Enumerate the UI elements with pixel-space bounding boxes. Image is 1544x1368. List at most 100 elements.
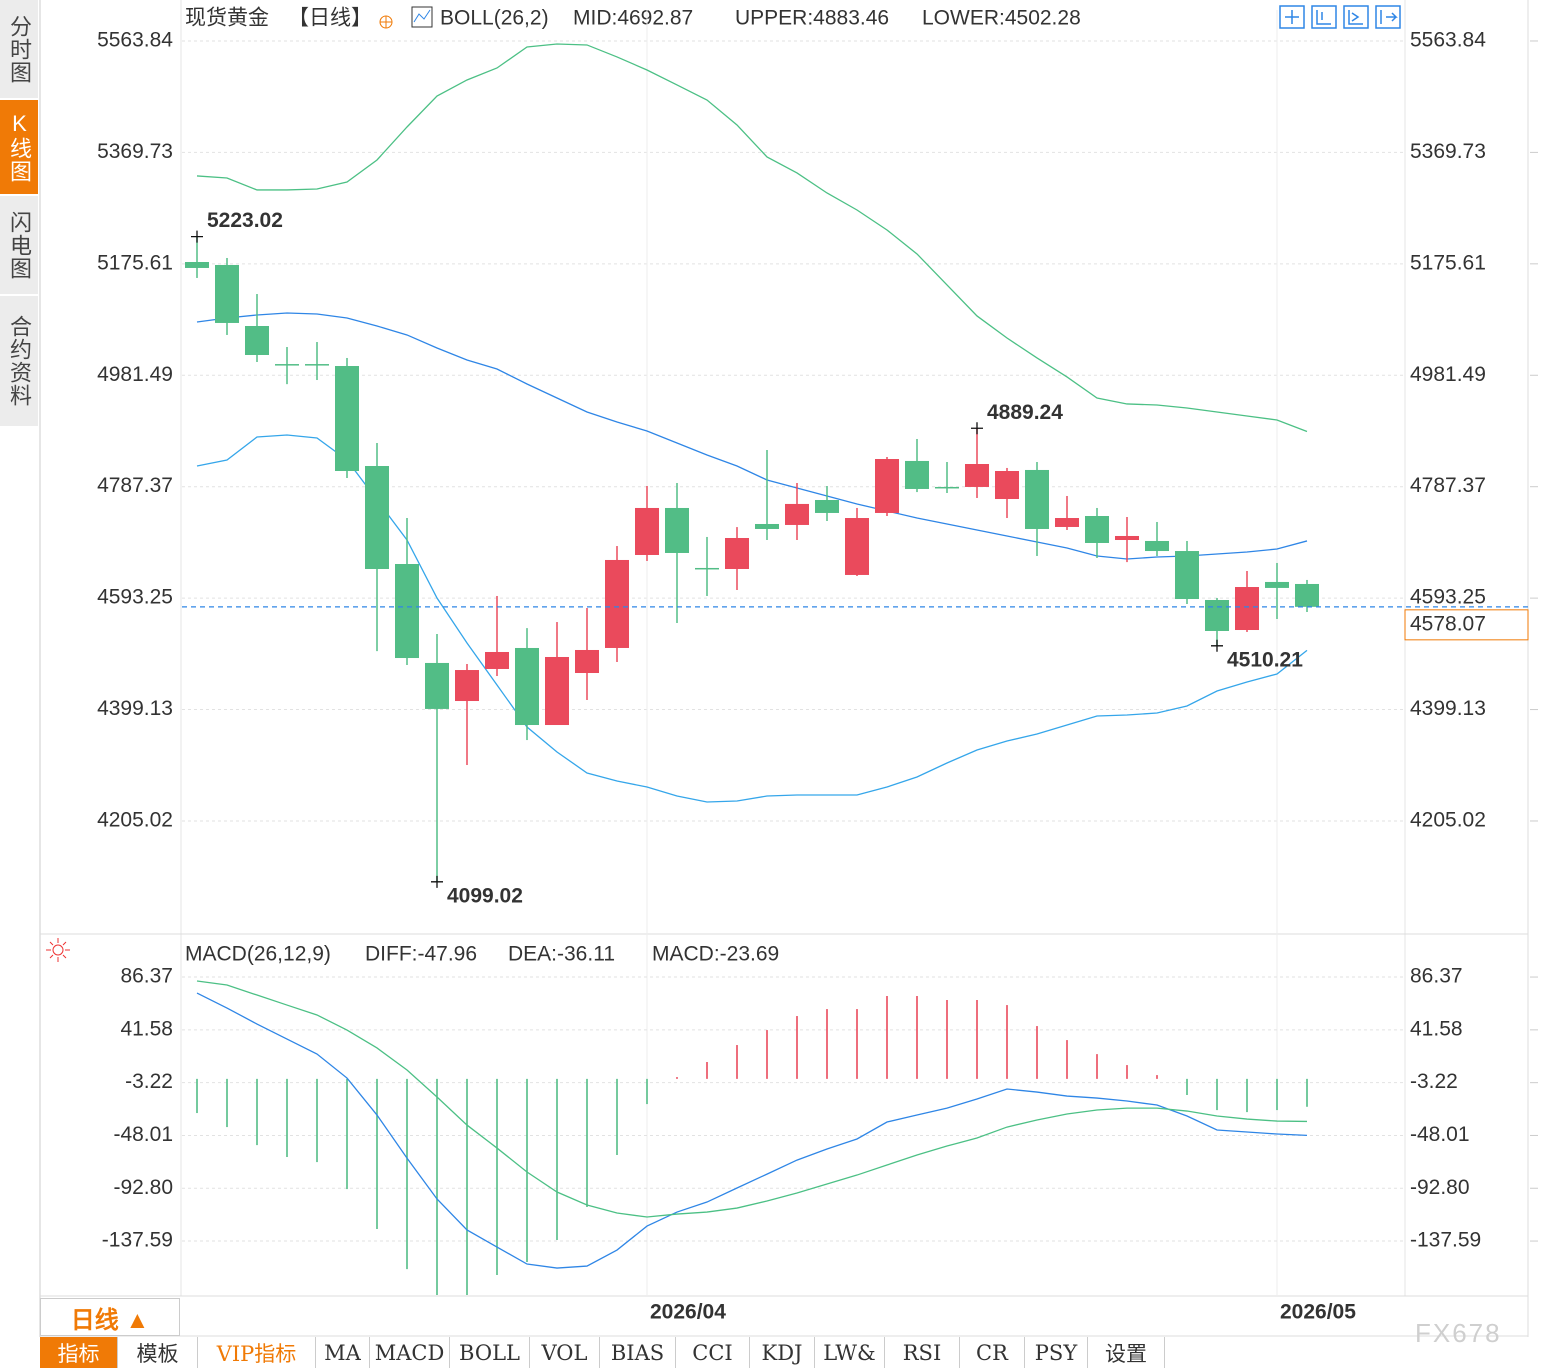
candle-body xyxy=(665,507,689,553)
extreme-label: 4510.21 xyxy=(1227,648,1303,671)
tab[interactable]: CR xyxy=(960,1337,1025,1368)
candle-body xyxy=(965,464,989,487)
candle-body xyxy=(425,662,449,709)
candle-body xyxy=(1145,540,1169,552)
candle-body xyxy=(1265,581,1289,588)
tab[interactable]: MACD xyxy=(370,1337,450,1368)
candle-body xyxy=(215,264,239,323)
candle-body xyxy=(1025,469,1049,529)
y-tick-label: 86.37 xyxy=(120,965,173,988)
tab[interactable]: VOL xyxy=(530,1337,600,1368)
candle-body xyxy=(455,670,479,702)
candle-body xyxy=(1115,535,1139,541)
legend-entry: MACD:-23.69 xyxy=(652,943,779,966)
y-tick-label-right: 4205.02 xyxy=(1410,809,1486,832)
legend-entry: DEA:-36.11 xyxy=(508,943,615,966)
tab[interactable]: 模板 xyxy=(118,1337,198,1368)
y-tick-label-right: -137.59 xyxy=(1410,1229,1481,1252)
header-indicator: BOLL(26,2) xyxy=(440,7,549,30)
tab[interactable]: BOLL xyxy=(450,1337,530,1368)
y-tick-label-right: 41.58 xyxy=(1410,1017,1463,1040)
y-tick-label-right: -3.22 xyxy=(1410,1070,1458,1093)
y-tick-label: 4593.25 xyxy=(97,586,173,609)
header-title: MACD(26,12,9) xyxy=(185,943,331,966)
candle-body xyxy=(905,460,929,489)
tab[interactable]: CCI xyxy=(676,1337,750,1368)
tab[interactable]: MA xyxy=(316,1337,370,1368)
sidebar-tab[interactable]: 分时图 xyxy=(0,0,38,100)
y-tick-label: 41.58 xyxy=(120,1017,173,1040)
candle-body xyxy=(395,563,419,659)
candle-body xyxy=(875,459,899,513)
watermark: FX678 xyxy=(1415,1318,1502,1348)
y-tick-label: 5369.73 xyxy=(97,140,173,163)
tab[interactable]: BIAS xyxy=(600,1337,676,1368)
period-button[interactable]: 日线 ▲ xyxy=(40,1298,180,1336)
indicator-line xyxy=(196,312,1308,560)
tab[interactable]: KDJ xyxy=(750,1337,815,1368)
candle-body xyxy=(365,466,389,569)
y-tick-label-right: 4399.13 xyxy=(1410,697,1486,720)
candle-body xyxy=(845,518,869,575)
y-tick-label-right: 4787.37 xyxy=(1410,474,1486,497)
tab[interactable]: 指标 xyxy=(40,1337,118,1368)
extreme-marker xyxy=(431,875,443,888)
candle-body xyxy=(485,651,509,669)
y-tick-label-right: -48.01 xyxy=(1410,1123,1470,1146)
y-tick-label-right: 5563.84 xyxy=(1410,29,1486,52)
candle-body xyxy=(605,559,629,648)
y-tick-label: -3.22 xyxy=(125,1070,173,1093)
candle-body xyxy=(1295,583,1319,607)
indicator-line xyxy=(196,992,1308,1269)
legend-entry: LOWER:4502.28 xyxy=(922,7,1081,30)
y-tick-label: -92.80 xyxy=(113,1176,173,1199)
legend-entry: UPPER:4883.46 xyxy=(735,7,889,30)
y-tick-label-right: 4593.25 xyxy=(1410,586,1486,609)
candle-body xyxy=(755,523,779,529)
tab[interactable]: VIP指标 xyxy=(198,1337,316,1368)
toolbar-icons[interactable] xyxy=(1279,5,1401,29)
candle-body xyxy=(185,261,209,268)
tab[interactable]: LW& xyxy=(815,1337,885,1368)
legend-entry: MID:4692.87 xyxy=(573,7,693,30)
candle-body xyxy=(695,567,719,570)
header-title: 现货黄金 xyxy=(185,7,269,30)
y-tick-label-right: 5175.61 xyxy=(1410,251,1486,274)
candle-body xyxy=(305,364,329,366)
candle-body xyxy=(1235,587,1259,631)
sidebar-tab[interactable]: 合约资料 xyxy=(0,296,38,428)
sidebar-tab[interactable]: 闪电图 xyxy=(0,196,38,296)
y-tick-label-right: 5369.73 xyxy=(1410,140,1486,163)
y-tick-label-right: 86.37 xyxy=(1410,965,1463,988)
tab[interactable]: PSY xyxy=(1025,1337,1088,1368)
y-tick-label: 4981.49 xyxy=(97,363,173,386)
y-tick-label: -137.59 xyxy=(102,1229,173,1252)
extreme-marker xyxy=(1211,639,1223,652)
indicator-line xyxy=(196,980,1308,1218)
candle-body xyxy=(515,647,539,726)
candle-body xyxy=(1175,551,1199,600)
header-subtitle: 【日线】 xyxy=(288,7,372,30)
indicator-line xyxy=(196,434,1308,803)
x-tick-label: 2026/05 xyxy=(1280,1301,1356,1324)
tab-bar: 指标 模板 VIP指标 MA MACD BOLL VOL BIAS CCI KDJ LW& RSI CR… xyxy=(40,1337,1165,1368)
y-tick-label: 4787.37 xyxy=(97,474,173,497)
y-tick-label-right: -92.80 xyxy=(1410,1176,1470,1199)
sidebar-tab[interactable]: K线图 xyxy=(0,100,38,196)
candle-body xyxy=(275,364,299,366)
x-tick-label: 2026/04 xyxy=(650,1301,726,1324)
candle-body xyxy=(935,486,959,489)
boll-icon xyxy=(379,6,433,29)
candle-body xyxy=(245,326,269,355)
y-tick-label: 5563.84 xyxy=(97,29,173,52)
candle-body xyxy=(995,471,1019,500)
tab[interactable]: RSI xyxy=(885,1337,960,1368)
candle-body xyxy=(815,499,839,513)
tab[interactable]: 设置 xyxy=(1088,1337,1165,1368)
y-tick-label: 4205.02 xyxy=(97,809,173,832)
candle-body xyxy=(545,656,569,726)
extreme-label: 4889.24 xyxy=(987,401,1063,424)
candle-body xyxy=(575,649,599,674)
